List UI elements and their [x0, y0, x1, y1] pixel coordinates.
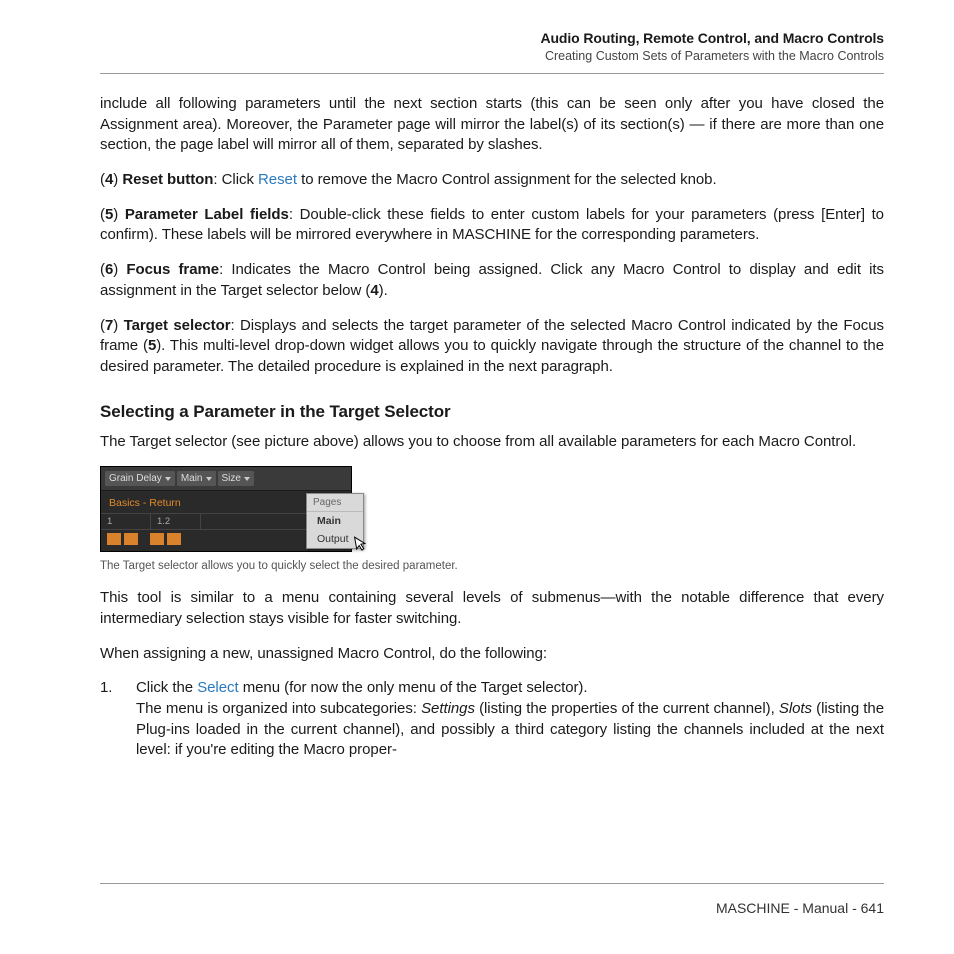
- item-5-label: Parameter Label fields: [125, 206, 289, 223]
- item-4: (4) Reset button: Click Reset to remove …: [100, 170, 884, 191]
- macro-block[interactable]: [167, 533, 181, 545]
- page-footer: MASCHINE - Manual - 641: [716, 900, 884, 916]
- dropdown-header: Pages: [307, 494, 363, 512]
- section-intro: The Target selector (see picture above) …: [100, 432, 884, 453]
- footer-rule: [100, 883, 884, 884]
- macro-block[interactable]: [124, 533, 138, 545]
- item-4-num: 4: [105, 171, 113, 188]
- dropdown-item-main[interactable]: Main: [307, 512, 363, 530]
- item-7-label: Target selector: [124, 317, 231, 334]
- item-5-num: 5: [105, 206, 113, 223]
- step-number: 1.: [100, 678, 136, 761]
- step-1: 1. Click the Select menu (for now the on…: [100, 678, 884, 761]
- macro-block[interactable]: [107, 533, 121, 545]
- item-6-num: 6: [105, 261, 113, 278]
- crumb-grain-delay[interactable]: Grain Delay: [105, 471, 175, 486]
- slots-term: Slots: [779, 700, 812, 717]
- item-6-label: Focus frame: [126, 261, 219, 278]
- header-subtitle: Creating Custom Sets of Parameters with …: [100, 49, 884, 63]
- item-7-num: 7: [105, 317, 113, 334]
- chevron-down-icon: [206, 477, 212, 481]
- chevron-down-icon: [244, 477, 250, 481]
- reset-link[interactable]: Reset: [258, 171, 297, 188]
- param-cell-2: 1.2: [151, 514, 201, 529]
- step-list: 1. Click the Select menu (for now the on…: [100, 678, 884, 761]
- intro-paragraph: include all following parameters until t…: [100, 94, 884, 156]
- after-para-1: This tool is similar to a menu containin…: [100, 588, 884, 629]
- macro-block[interactable]: [150, 533, 164, 545]
- settings-term: Settings: [421, 700, 475, 717]
- target-selector-figure: Grain Delay Main Size Basics - Return 1 …: [100, 466, 884, 552]
- after-para-2: When assigning a new, unassigned Macro C…: [100, 644, 884, 665]
- figure-caption: The Target selector allows you to quickl…: [100, 560, 884, 572]
- item-7: (7) Target selector: Displays and select…: [100, 316, 884, 378]
- item-4-label: Reset button: [122, 171, 213, 188]
- chevron-down-icon: [165, 477, 171, 481]
- header-rule: [100, 73, 884, 74]
- crumb-main[interactable]: Main: [177, 471, 216, 486]
- param-cell-1: 1: [101, 514, 151, 529]
- item-6: (6) Focus frame: Indicates the Macro Con…: [100, 260, 884, 301]
- item-5: (5) Parameter Label fields: Double-click…: [100, 205, 884, 246]
- cursor-icon: [353, 534, 370, 555]
- select-link[interactable]: Select: [197, 679, 238, 696]
- crumb-size[interactable]: Size: [218, 471, 254, 486]
- section-heading: Selecting a Parameter in the Target Sele…: [100, 402, 884, 422]
- breadcrumb-bar: Grain Delay Main Size: [101, 467, 351, 491]
- target-selector-widget: Grain Delay Main Size Basics - Return 1 …: [100, 466, 352, 552]
- header-title: Audio Routing, Remote Control, and Macro…: [100, 30, 884, 46]
